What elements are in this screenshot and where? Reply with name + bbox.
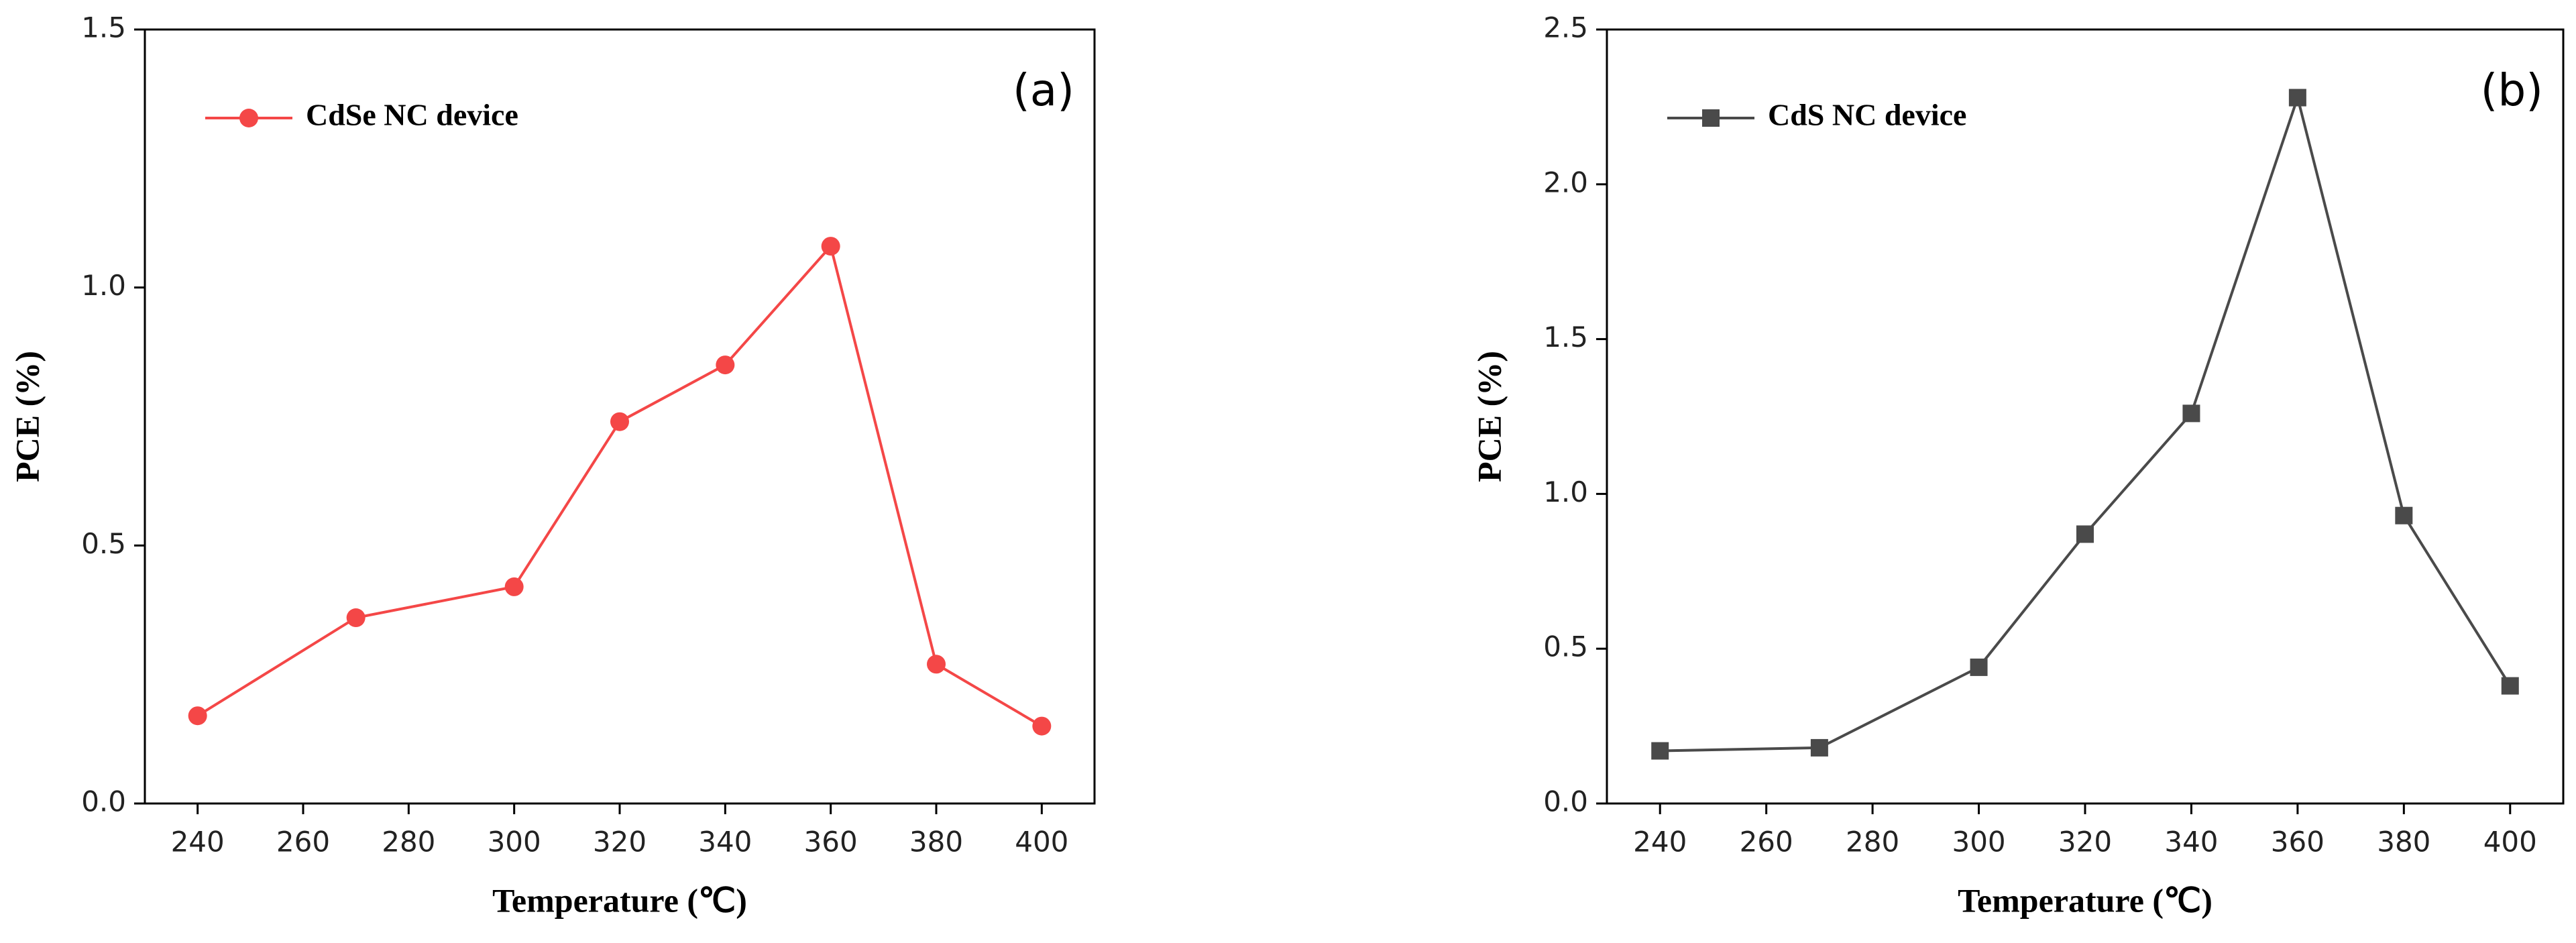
x-axis-title: Temperature (℃) [1958,881,2213,919]
y-axis-title: PCE (%) [8,351,46,482]
x-tick-label: 360 [2271,826,2325,858]
data-point [716,355,735,375]
x-tick-label: 380 [2377,826,2430,858]
x-tick-label: 320 [2058,826,2112,858]
y-axis-title: PCE (%) [1470,351,1508,482]
legend-marker [239,109,258,127]
data-point [2501,677,2519,695]
x-tick-label: 340 [2164,826,2218,858]
x-tick-label: 260 [276,826,330,858]
y-tick-label: 0.5 [1543,630,1588,663]
y-tick-label: 1.0 [1543,476,1588,508]
x-tick-label: 360 [804,826,858,858]
x-axis-title: Temperature (℃) [492,881,747,919]
x-tick-label: 400 [1015,826,1068,858]
data-point [2182,404,2200,423]
data-point [2288,89,2306,107]
x-tick-label: 320 [593,826,647,858]
x-tick-label: 400 [2483,826,2537,858]
data-point [1651,742,1669,760]
data-point [2395,506,2413,524]
legend-label: CdSe NC device [306,98,518,132]
x-tick-label: 280 [382,826,435,858]
y-tick-label: 1.5 [81,11,126,44]
data-point [1810,738,1828,757]
data-point [610,412,629,431]
panel-label: (b) [2481,64,2543,116]
data-point [1970,658,1988,676]
x-tick-label: 240 [171,826,225,858]
y-tick-label: 1.5 [1543,321,1588,353]
data-point [821,237,840,256]
y-tick-label: 2.5 [1543,11,1588,44]
x-tick-label: 260 [1740,826,1793,858]
series-line [197,243,1043,728]
y-tick-label: 0.0 [81,785,126,818]
y-tick-label: 0.0 [1543,785,1588,818]
x-tick-label: 240 [1633,826,1687,858]
data-point [504,577,524,596]
series-line [1660,93,2512,753]
x-tick-label: 280 [1846,826,1899,858]
x-tick-label: 380 [909,826,963,858]
y-tick-label: 0.5 [81,527,126,560]
legend-label: CdS NC device [1768,98,1966,132]
data-point [188,706,207,726]
data-point [346,608,366,628]
x-tick-label: 340 [698,826,752,858]
x-tick-label: 300 [1952,826,2005,858]
x-tick-label: 300 [488,826,541,858]
plot-frame [1606,28,2565,805]
data-point [927,655,946,674]
y-tick-label: 2.0 [1543,166,1588,199]
data-point [2076,525,2094,543]
y-tick-label: 1.0 [81,269,126,302]
data-point [1032,716,1052,736]
panel-label: (a) [1013,64,1074,116]
legend-marker [1702,109,1720,127]
